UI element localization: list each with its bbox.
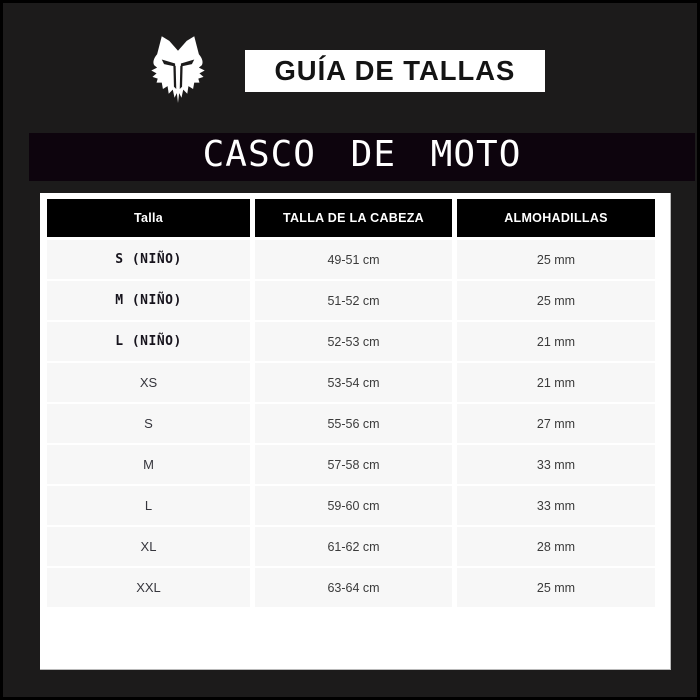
- cell-cabeza: 57-58 cm: [255, 445, 452, 484]
- cell-talla: L: [47, 486, 250, 525]
- product-title-label: CASCO DE MOTO: [202, 134, 522, 175]
- cell-almohadillas: 25 mm: [457, 281, 655, 320]
- size-table-panel: Talla TALLA DE LA CABEZA ALMOHADILLAS S …: [40, 193, 671, 670]
- cell-cabeza: 49-51 cm: [255, 240, 452, 279]
- cell-almohadillas: 25 mm: [457, 240, 655, 279]
- product-title-band: CASCO DE MOTO: [29, 133, 695, 181]
- cell-talla: L (NIÑO): [47, 322, 250, 361]
- column-header-almohadillas: ALMOHADILLAS: [457, 199, 655, 237]
- cell-cabeza: 51-52 cm: [255, 281, 452, 320]
- cell-talla: M: [47, 445, 250, 484]
- cell-almohadillas: 27 mm: [457, 404, 655, 443]
- fox-head-logo-icon: [151, 36, 205, 103]
- cell-almohadillas: 33 mm: [457, 486, 655, 525]
- cell-almohadillas: 21 mm: [457, 363, 655, 402]
- cell-almohadillas: 21 mm: [457, 322, 655, 361]
- cell-cabeza: 63-64 cm: [255, 568, 452, 607]
- cell-talla: S: [47, 404, 250, 443]
- size-guide-page: GUÍA DE TALLAS CASCO DE MOTO Talla TALLA…: [3, 3, 697, 697]
- cell-cabeza: 53-54 cm: [255, 363, 452, 402]
- cell-almohadillas: 28 mm: [457, 527, 655, 566]
- cell-talla: XXL: [47, 568, 250, 607]
- cell-cabeza: 55-56 cm: [255, 404, 452, 443]
- cell-almohadillas: 25 mm: [457, 568, 655, 607]
- guide-title-badge: GUÍA DE TALLAS: [245, 50, 545, 92]
- column-header-talla: Talla: [47, 199, 250, 237]
- cell-cabeza: 61-62 cm: [255, 527, 452, 566]
- cell-talla: XL: [47, 527, 250, 566]
- cell-talla: M (NIÑO): [47, 281, 250, 320]
- cell-almohadillas: 33 mm: [457, 445, 655, 484]
- column-header-cabeza: TALLA DE LA CABEZA: [255, 199, 452, 237]
- size-table: Talla TALLA DE LA CABEZA ALMOHADILLAS S …: [47, 199, 655, 607]
- guide-title-label: GUÍA DE TALLAS: [274, 55, 516, 86]
- cell-cabeza: 52-53 cm: [255, 322, 452, 361]
- cell-talla: XS: [47, 363, 250, 402]
- cell-talla: S (NIÑO): [47, 240, 250, 279]
- cell-cabeza: 59-60 cm: [255, 486, 452, 525]
